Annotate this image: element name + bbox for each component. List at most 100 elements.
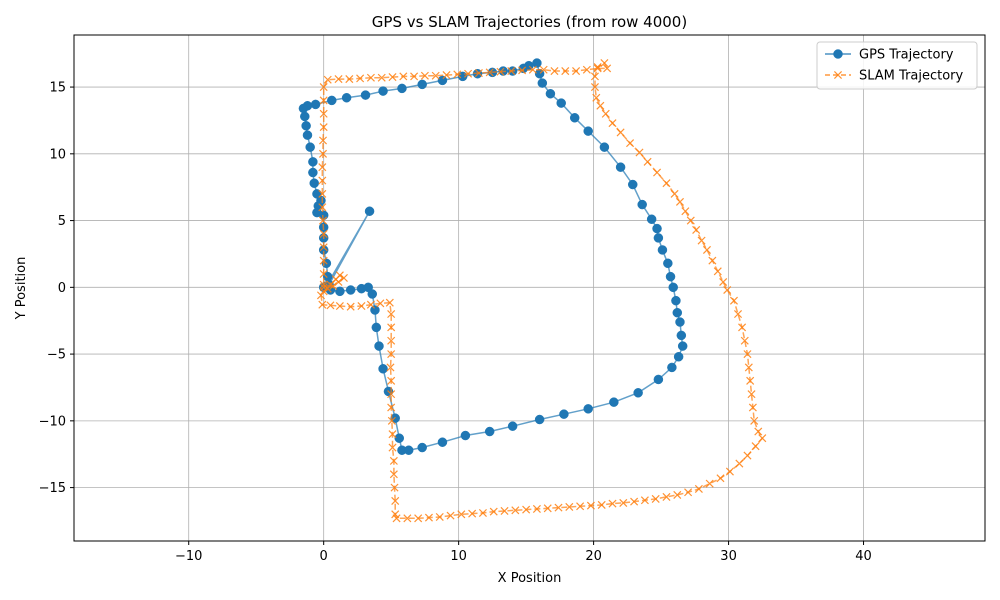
data-point bbox=[310, 99, 321, 110]
data-point bbox=[370, 305, 380, 315]
data-point bbox=[399, 72, 408, 81]
data-point bbox=[743, 350, 752, 359]
data-point bbox=[586, 501, 595, 510]
data-point bbox=[309, 178, 319, 188]
data-point bbox=[582, 65, 591, 74]
data-point bbox=[386, 363, 395, 372]
data-point bbox=[474, 69, 483, 78]
data-point bbox=[327, 95, 337, 106]
data-point bbox=[743, 451, 752, 460]
data-point bbox=[662, 492, 671, 501]
data-point bbox=[673, 490, 682, 499]
data-point bbox=[468, 509, 477, 518]
data-point bbox=[334, 277, 343, 287]
data-point bbox=[319, 83, 328, 92]
data-point bbox=[387, 376, 396, 385]
data-point bbox=[371, 322, 382, 333]
data-point bbox=[500, 506, 509, 515]
data-point bbox=[319, 109, 328, 118]
data-point bbox=[601, 109, 610, 118]
data-point bbox=[360, 90, 371, 100]
data-point bbox=[319, 269, 328, 279]
legend-item: SLAM Trajectory bbox=[825, 69, 964, 84]
legend-marker bbox=[833, 49, 843, 59]
data-point bbox=[389, 456, 398, 465]
data-point bbox=[684, 488, 693, 497]
data-point bbox=[550, 67, 559, 76]
data-point bbox=[738, 323, 747, 332]
data-point bbox=[305, 142, 315, 152]
data-point bbox=[725, 467, 734, 476]
y-tick-label: −5 bbox=[47, 348, 66, 363]
data-point bbox=[600, 59, 609, 68]
data-point bbox=[329, 281, 338, 291]
data-point bbox=[345, 285, 356, 295]
data-point bbox=[747, 390, 756, 399]
y-tick-label: −15 bbox=[39, 481, 66, 496]
data-point bbox=[387, 403, 396, 412]
data-point bbox=[457, 510, 466, 519]
y-tick-label: 0 bbox=[58, 281, 66, 296]
data-point bbox=[424, 513, 433, 522]
data-point bbox=[387, 416, 396, 425]
data-point bbox=[357, 301, 366, 311]
data-point bbox=[609, 397, 619, 407]
legend-label: SLAM Trajectory bbox=[859, 69, 964, 84]
legend-box bbox=[816, 41, 978, 90]
x-axis-label: X Position bbox=[498, 571, 562, 586]
data-point bbox=[640, 496, 649, 505]
series-layer bbox=[298, 58, 767, 523]
data-point bbox=[435, 512, 444, 521]
data-point bbox=[561, 67, 570, 76]
data-point bbox=[392, 514, 401, 523]
data-point bbox=[556, 98, 566, 108]
data-point bbox=[615, 162, 626, 172]
data-point bbox=[676, 330, 687, 341]
data-point bbox=[633, 388, 643, 398]
data-point bbox=[653, 168, 662, 177]
data-point bbox=[326, 301, 335, 310]
data-point bbox=[716, 474, 725, 483]
data-point bbox=[414, 514, 423, 523]
data-point bbox=[596, 101, 605, 110]
y-axis-label: Y Position bbox=[14, 257, 29, 321]
data-point bbox=[528, 65, 537, 74]
data-point bbox=[572, 67, 581, 76]
y-tick-label: 5 bbox=[58, 214, 66, 229]
data-point bbox=[646, 214, 657, 224]
data-point bbox=[318, 203, 327, 212]
data-point bbox=[300, 111, 310, 122]
data-point bbox=[635, 148, 644, 157]
legend-label: GPS Trajectory bbox=[859, 48, 954, 63]
data-point bbox=[387, 390, 396, 399]
data-point bbox=[592, 93, 601, 102]
data-point bbox=[335, 286, 345, 297]
data-point bbox=[630, 497, 639, 506]
series-gps bbox=[298, 58, 688, 455]
data-point bbox=[662, 179, 671, 188]
data-point bbox=[437, 437, 448, 447]
data-point bbox=[302, 130, 313, 140]
data-point bbox=[403, 514, 412, 523]
data-point bbox=[319, 229, 328, 238]
data-point bbox=[705, 479, 714, 488]
data-point bbox=[319, 287, 328, 296]
data-point bbox=[672, 307, 683, 318]
data-point bbox=[565, 502, 574, 511]
data-point bbox=[554, 503, 563, 512]
data-point bbox=[319, 123, 328, 132]
data-point bbox=[319, 243, 328, 252]
data-point bbox=[537, 78, 548, 88]
data-point bbox=[590, 83, 599, 92]
data-point bbox=[335, 271, 344, 280]
data-point bbox=[576, 502, 585, 511]
x-tick-label: 10 bbox=[450, 549, 467, 564]
data-point bbox=[410, 72, 419, 81]
data-point bbox=[356, 74, 365, 83]
data-point bbox=[671, 295, 681, 306]
data-point bbox=[686, 216, 695, 225]
y-tick-label: 15 bbox=[49, 81, 66, 96]
data-point bbox=[677, 341, 688, 351]
data-point bbox=[318, 163, 327, 172]
x-tick-label: −10 bbox=[175, 549, 202, 564]
